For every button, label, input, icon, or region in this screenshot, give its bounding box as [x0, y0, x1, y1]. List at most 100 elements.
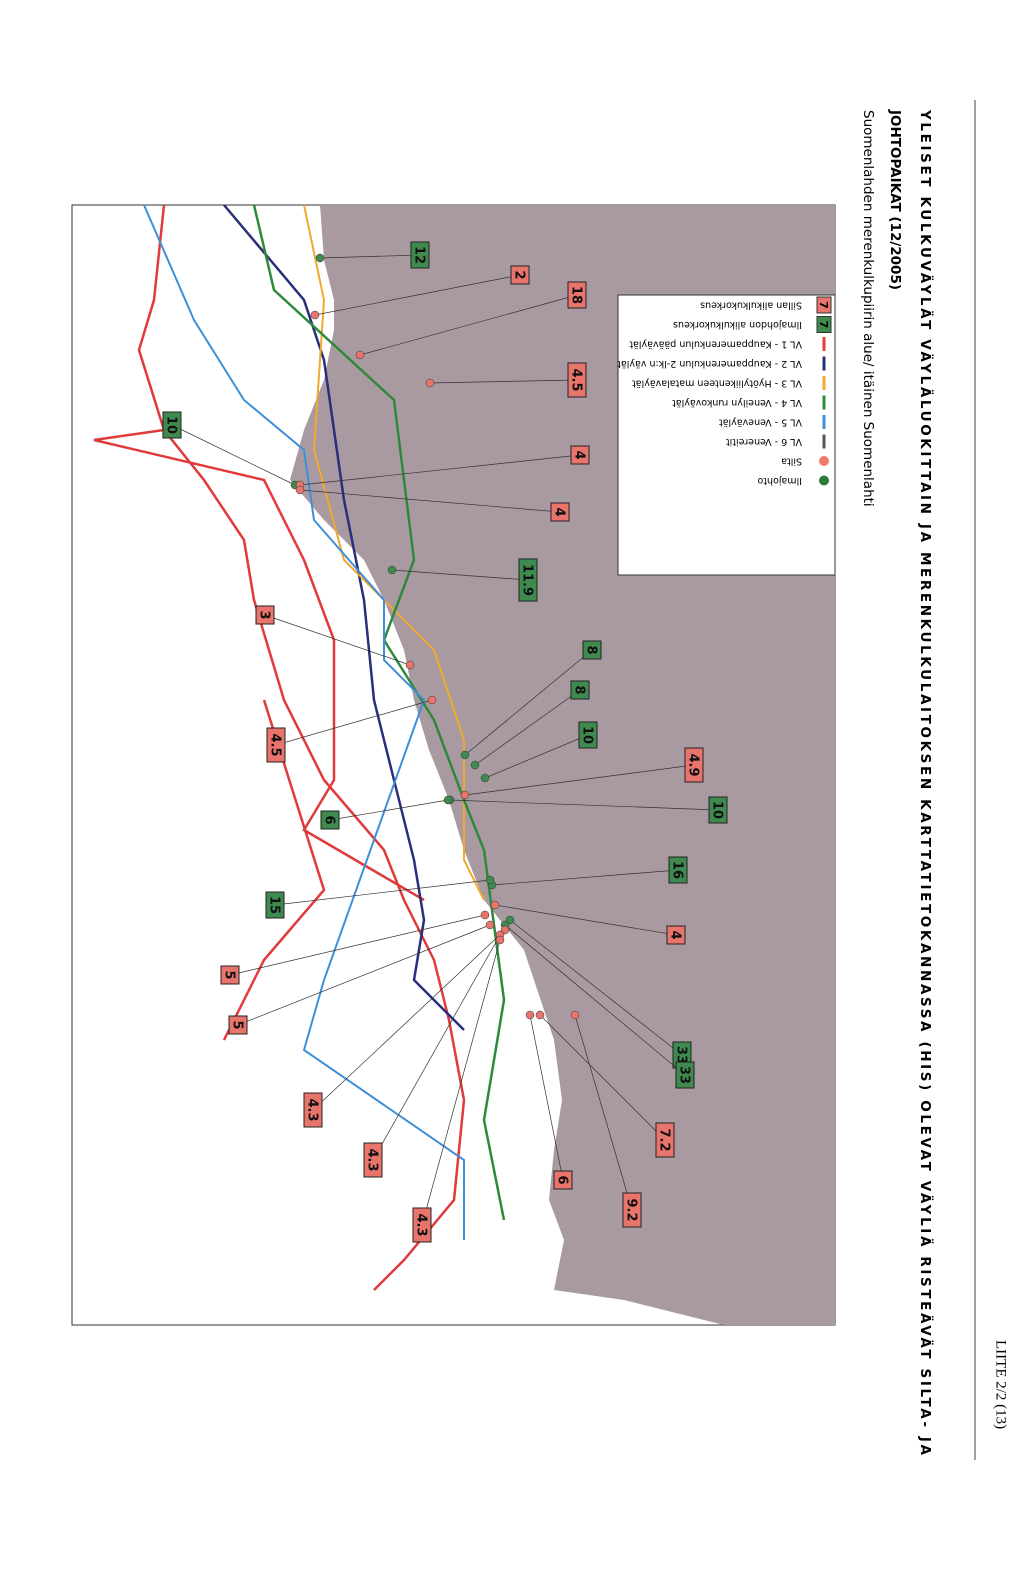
legend-swatch	[816, 296, 832, 314]
crossing-point	[310, 310, 320, 320]
legend-label: Ilmajohto	[757, 475, 802, 486]
crossing-point	[427, 695, 437, 705]
label-box	[675, 1061, 695, 1089]
leader-line	[319, 254, 421, 259]
legend-label: VL 1 - Kauppamerenkulun pääväylät	[629, 339, 802, 350]
route	[252, 204, 506, 1221]
legend-symbol	[819, 475, 829, 486]
clearance-label: 7.2	[657, 1128, 672, 1151]
leader-line	[574, 1014, 633, 1211]
crossing-point	[460, 790, 470, 800]
leader-line	[509, 919, 683, 1056]
crossing-point	[387, 565, 397, 575]
legend-label: Sillan alikulkukorkeus	[700, 300, 802, 311]
crossing-point	[460, 750, 470, 760]
route	[222, 699, 326, 1041]
label-box	[303, 1092, 323, 1128]
crossing-point	[480, 773, 490, 783]
leader-line	[391, 569, 529, 581]
clearance-label: 10	[164, 416, 179, 434]
leader-line	[237, 924, 491, 1026]
label-box	[412, 1207, 432, 1243]
crossing-point	[570, 1010, 580, 1020]
label-box	[266, 727, 286, 763]
clearance-label: 18	[569, 286, 584, 304]
route	[303, 204, 485, 901]
leader-line	[421, 939, 501, 1226]
label-box	[553, 1170, 573, 1190]
leader-line	[229, 914, 486, 976]
route	[137, 204, 466, 1291]
label-box	[570, 680, 590, 700]
label-box	[510, 265, 530, 285]
clearance-label: 4.9	[686, 753, 701, 776]
label-box	[666, 925, 686, 945]
clearance-label: 3	[257, 610, 272, 619]
label-box	[265, 891, 285, 919]
crossing-point	[425, 378, 435, 388]
clearance-label: 33	[674, 1046, 689, 1064]
leader-line	[539, 1014, 666, 1141]
label-box	[255, 605, 275, 625]
legend-swatch	[816, 316, 832, 333]
legend-label: VL 2 - Kauppamerenkulun 2-lk:n väylät	[617, 358, 802, 369]
clearance-label: 33	[677, 1066, 692, 1084]
label-box	[567, 362, 587, 398]
leader-line	[359, 294, 578, 356]
crossing-point	[443, 795, 453, 805]
legend-label: Silta	[781, 456, 802, 467]
label-box	[550, 502, 570, 522]
leader-line	[329, 799, 449, 821]
legend-symbol	[819, 456, 829, 466]
label-box	[363, 1142, 383, 1178]
crossing-point	[405, 660, 415, 670]
legend-sample: 7	[817, 321, 830, 329]
crossing-point	[490, 900, 500, 910]
leader-line	[504, 924, 686, 1076]
leader-line	[529, 1014, 564, 1181]
crossing-point	[480, 910, 490, 920]
label-box	[684, 747, 704, 783]
clearance-label: 8	[584, 645, 599, 654]
label-box	[668, 856, 688, 884]
clearance-label: 15	[267, 896, 282, 914]
title: JOHTOPAIKAT (12/2005)	[887, 109, 903, 290]
clearance-label: 9.2	[624, 1198, 639, 1221]
crossing-point	[535, 1010, 545, 1020]
label-box	[228, 1015, 248, 1035]
clearance-label: 4.3	[305, 1098, 320, 1121]
page-number: LIITE 2/2 (13)	[993, 1340, 1009, 1429]
legend: 7 Sillan alikulkukorkeus 7 Ilmajohdon aliku…	[617, 294, 836, 576]
label-box	[518, 558, 538, 602]
leader-line	[491, 869, 679, 886]
labels: 12 2 18 4.5 10 4 4 11.9 3 8 8 10 4.5 4.9 10 6 16 15 4 5 5 33 3…	[162, 241, 728, 1243]
leader-line	[299, 454, 581, 486]
leader-line	[474, 689, 581, 766]
clearance-label: 2	[512, 270, 527, 279]
clearance-label: 10	[710, 801, 725, 819]
legend-box	[617, 294, 836, 576]
clearance-label: 8	[572, 685, 587, 694]
clearance-label: 11.9	[520, 564, 535, 596]
leader-line	[312, 929, 506, 1111]
label-box	[410, 241, 430, 269]
route	[143, 204, 465, 1240]
leader-line	[264, 614, 411, 666]
clearance-label: 4	[668, 930, 683, 939]
label-box	[655, 1122, 675, 1158]
leader-line	[429, 379, 578, 384]
clearance-label: 10	[580, 726, 595, 744]
clearance-label: 6	[322, 815, 337, 824]
crossing-point	[470, 760, 480, 770]
landscape-page: LIITE 2/2 (13) YLEISET KULKUVÄYLÄT VÄYLÄ…	[71, 100, 1009, 1460]
leader-line	[274, 879, 491, 906]
leader-line	[275, 699, 433, 746]
crossing-point	[295, 485, 305, 495]
label-box	[578, 721, 598, 749]
crossing-point	[495, 935, 505, 945]
label-box	[220, 965, 240, 985]
clearance-label: 4.3	[365, 1148, 380, 1171]
label-box	[708, 796, 728, 824]
label-box	[567, 281, 587, 309]
